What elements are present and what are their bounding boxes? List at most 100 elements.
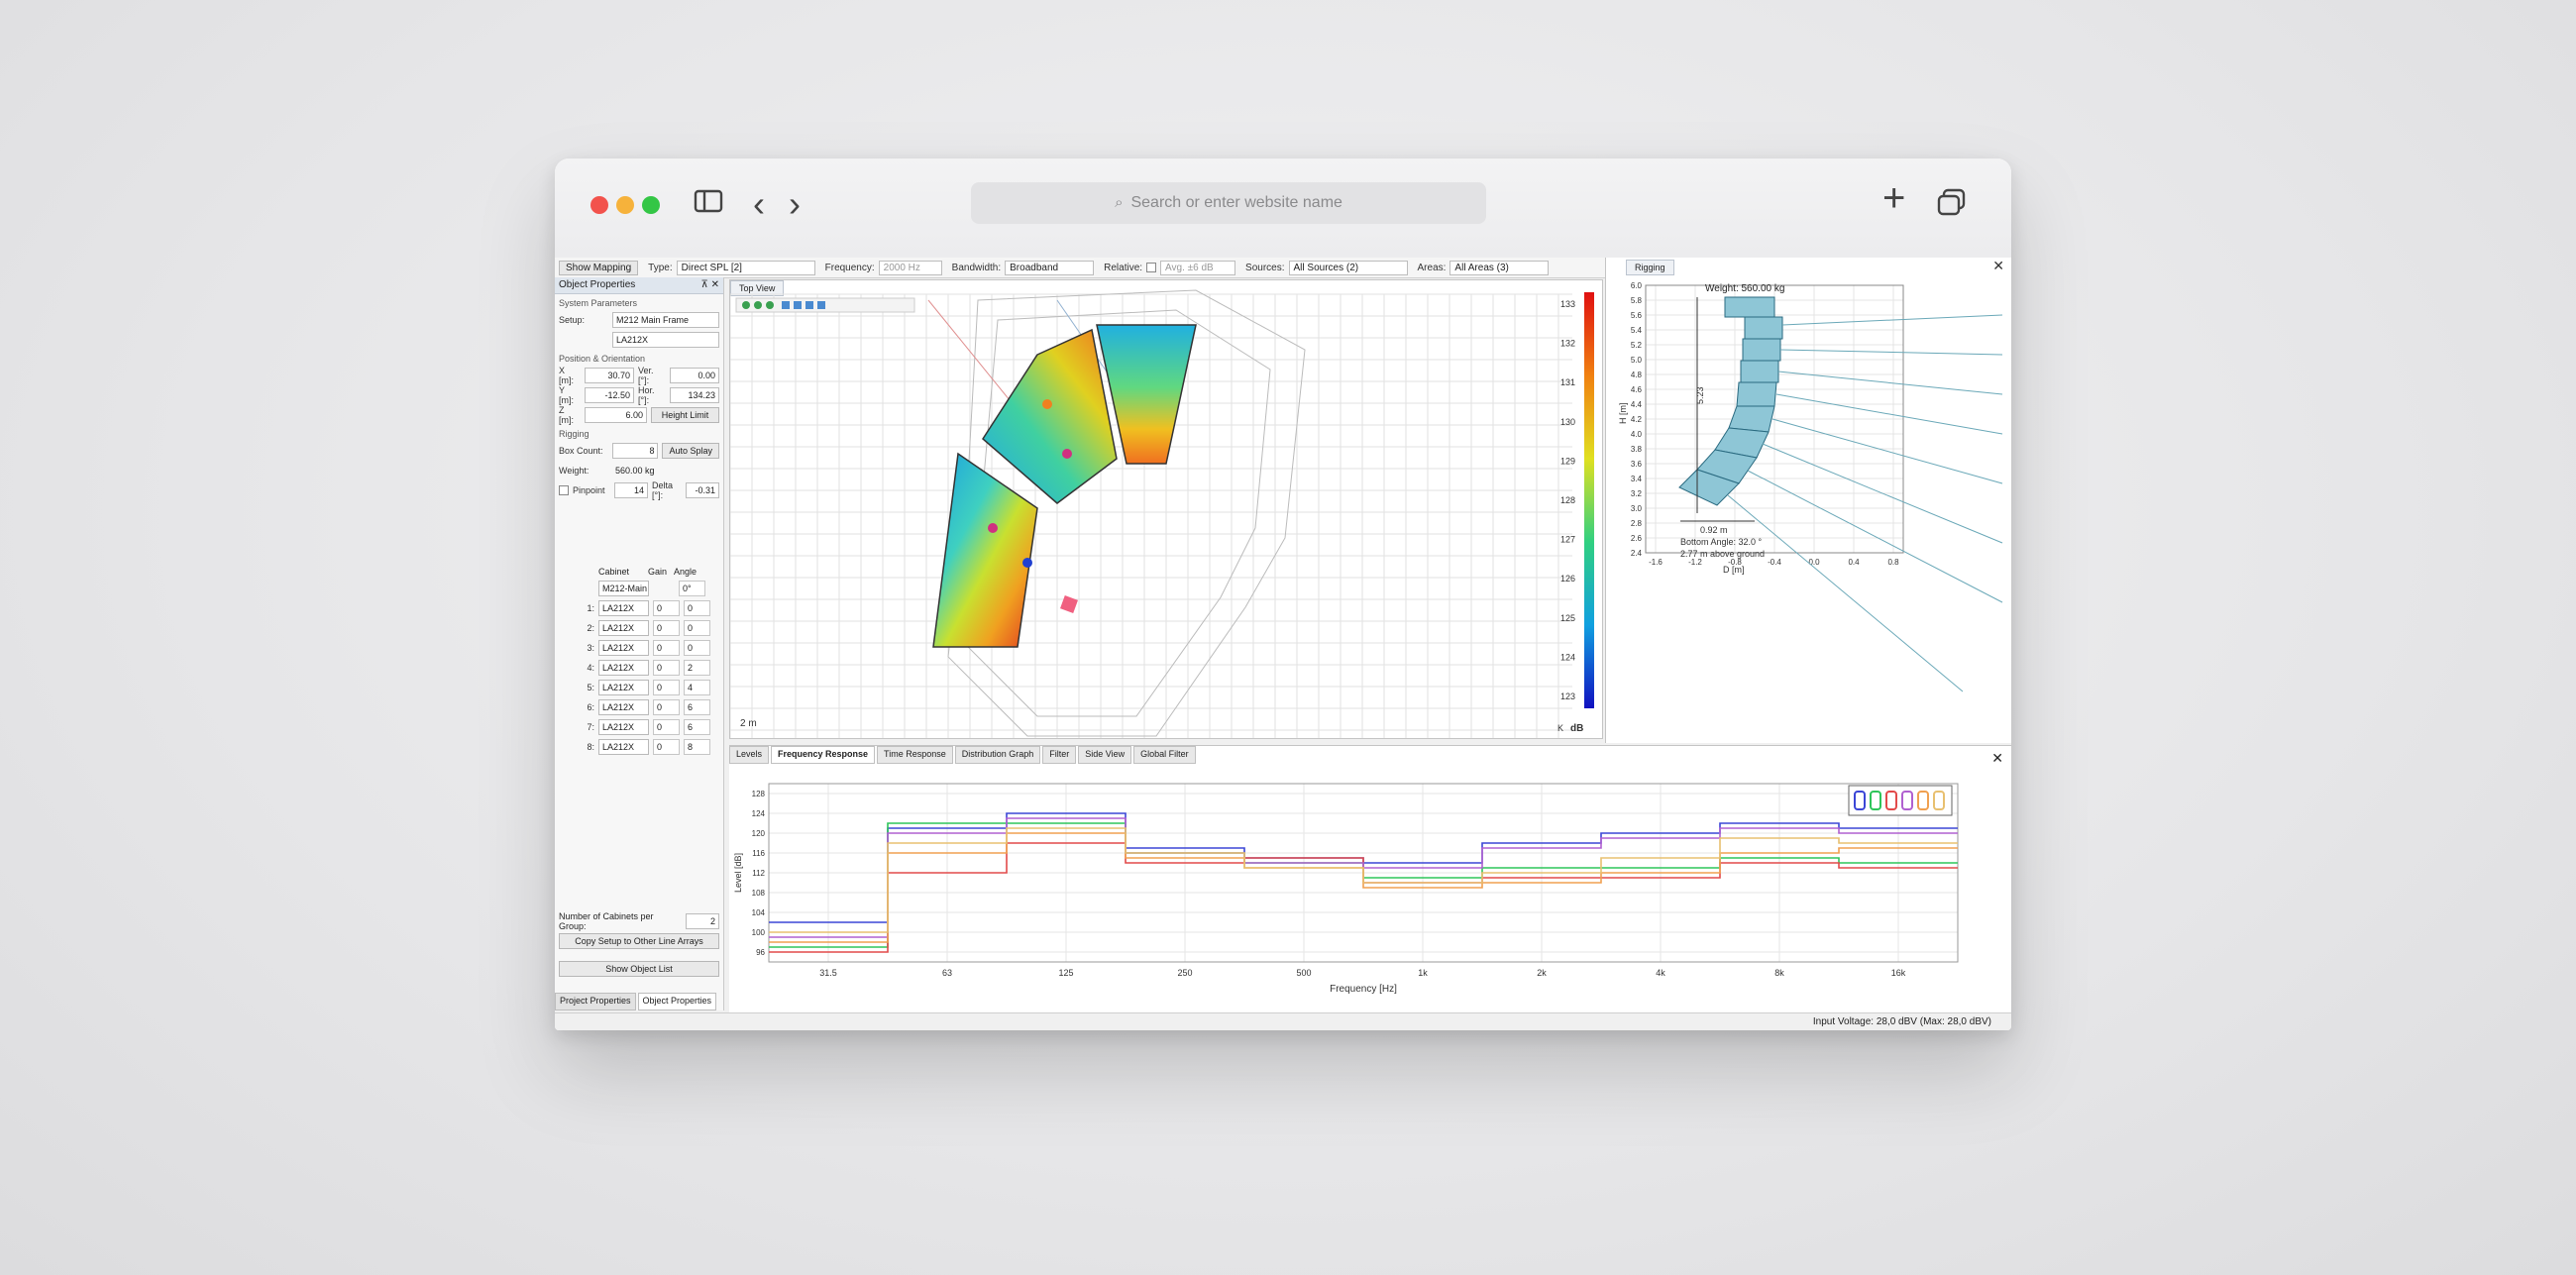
rig-x-tick: -1.2 — [1688, 558, 1702, 567]
z-field[interactable]: 6.00 — [585, 407, 647, 423]
cabinet-select[interactable]: LA212X — [598, 660, 649, 676]
forward-button[interactable]: › — [789, 183, 801, 224]
cabinet-gain[interactable]: 0 — [653, 600, 680, 616]
pin-close-icon[interactable]: ⊼ ✕ — [700, 279, 719, 290]
cabinet-angle[interactable]: 6 — [684, 719, 710, 735]
sources-select[interactable]: All Sources (2) — [1288, 260, 1408, 275]
cabinet-gain[interactable]: 0 — [653, 739, 680, 755]
cabinet-select[interactable]: LA212X — [598, 699, 649, 715]
source-marker-4[interactable] — [1022, 558, 1032, 568]
ver-field[interactable]: 0.00 — [670, 368, 719, 383]
cabinet-angle[interactable]: 2 — [684, 660, 710, 676]
areas-select[interactable]: All Areas (3) — [1449, 260, 1550, 275]
box-count-select[interactable]: 8 — [612, 443, 659, 459]
rig-y-tick: 4.0 — [1631, 430, 1643, 439]
maximize-window-button[interactable] — [642, 196, 660, 214]
rig-y-tick: 3.2 — [1631, 489, 1643, 498]
relative-select[interactable]: Avg. ±6 dB — [1160, 260, 1236, 275]
bandwidth-select[interactable]: Broadband — [1005, 260, 1095, 275]
cabinet-angle[interactable]: 4 — [684, 680, 710, 695]
legend-swatch[interactable] — [1933, 791, 1945, 810]
cabinet-gain[interactable]: 0 — [653, 640, 680, 656]
num-cabinets-select[interactable]: 2 — [686, 913, 719, 929]
cabinet-gain[interactable]: 0 — [653, 680, 680, 695]
close-icon[interactable]: ✕ — [1992, 258, 2004, 273]
cabinet-angle[interactable]: 0 — [684, 600, 710, 616]
legend-swatch[interactable] — [1917, 791, 1929, 810]
cabinet-gain[interactable]: 0 — [653, 620, 680, 636]
legend-swatch[interactable] — [1870, 791, 1881, 810]
tab-rigging[interactable]: Rigging — [1626, 260, 1674, 275]
tab-overview-icon[interactable] — [1936, 188, 1968, 223]
tab-frequency-response[interactable]: Frequency Response — [771, 746, 876, 764]
top-view-canvas[interactable]: 2 m K 133132131130129128127126125124123 … — [730, 280, 1602, 738]
frame-angle-field[interactable]: 0° — [679, 581, 705, 596]
sidebar-toggle-icon[interactable] — [694, 188, 723, 221]
frame-name-field[interactable]: M212-Main — [598, 581, 649, 596]
type-select[interactable]: Direct SPL [2] — [676, 260, 815, 275]
close-window-button[interactable] — [590, 196, 608, 214]
pinpoint-select[interactable]: 14 — [614, 482, 648, 498]
rig-y-tick: 4.2 — [1631, 415, 1643, 424]
cabinet-angle[interactable]: 8 — [684, 739, 710, 755]
cabinet-gain[interactable]: 0 — [653, 699, 680, 715]
legend-swatch[interactable] — [1901, 791, 1913, 810]
colorbar-tick: 128 — [1560, 495, 1575, 505]
tab-filter[interactable]: Filter — [1042, 746, 1077, 764]
delta-field[interactable]: -0.31 — [686, 482, 719, 498]
pinpoint-checkbox[interactable] — [559, 485, 569, 495]
cabinet-select[interactable]: LA212X — [598, 620, 649, 636]
tab-object-properties[interactable]: Object Properties — [637, 993, 717, 1010]
cabinet-angle[interactable]: 0 — [684, 640, 710, 656]
y-field[interactable]: -12.50 — [585, 387, 634, 403]
cabinet-select[interactable]: LA212X — [598, 739, 649, 755]
source-marker-1[interactable] — [988, 523, 998, 533]
cabinet-select[interactable]: LA212X — [598, 600, 649, 616]
tab-time-response[interactable]: Time Response — [877, 746, 953, 764]
show-object-list-button[interactable]: Show Object List — [559, 961, 719, 977]
setup-select[interactable]: M212 Main Frame — [612, 312, 719, 328]
tab-global-filter[interactable]: Global Filter — [1133, 746, 1196, 764]
cabinet-select[interactable]: LA212X — [598, 640, 649, 656]
source-marker-2[interactable] — [1042, 399, 1052, 409]
copy-setup-button[interactable]: Copy Setup to Other Line Arrays — [559, 933, 719, 949]
cabinet-select[interactable]: LA212X — [598, 680, 649, 695]
frequency-select[interactable]: 2000 Hz — [878, 260, 942, 275]
x-field[interactable]: 30.70 — [585, 368, 634, 383]
cabinet-angle[interactable]: 0 — [684, 620, 710, 636]
tab-project-properties[interactable]: Project Properties — [555, 993, 636, 1010]
height-limit-button[interactable]: Height Limit — [651, 407, 719, 423]
new-tab-button[interactable]: + — [1882, 176, 1906, 220]
sub-marker[interactable] — [1060, 595, 1078, 613]
tab-side-view[interactable]: Side View — [1078, 746, 1132, 764]
colorbar-tick: 132 — [1560, 339, 1575, 349]
freq-y-tick: 116 — [752, 849, 765, 858]
top-view-panel: Top View — [729, 279, 1603, 739]
address-bar[interactable]: ⌕ Search or enter website name — [971, 182, 1486, 224]
tab-top-view[interactable]: Top View — [730, 280, 785, 296]
auto-splay-button[interactable]: Auto Splay — [662, 443, 719, 459]
cabinet-angle[interactable]: 6 — [684, 699, 710, 715]
close-icon[interactable]: ✕ — [1991, 750, 2003, 766]
relative-checkbox[interactable] — [1146, 263, 1157, 272]
rig-y-label: H [m] — [1618, 403, 1628, 425]
search-icon: ⌕ — [1115, 194, 1124, 211]
source-marker-3[interactable] — [1062, 449, 1072, 459]
legend-swatch[interactable] — [1885, 791, 1897, 810]
tab-distribution-graph[interactable]: Distribution Graph — [954, 746, 1041, 764]
minimize-window-button[interactable] — [616, 196, 634, 214]
cabinet-index: 5: — [587, 683, 594, 692]
dispersion-lines — [1727, 314, 2003, 692]
cabinet-table: Cabinet Gain Angle M212-Main 0° 1: LA212X 0 0 2… — [585, 565, 713, 757]
colorbar-ticks: 133 132 131 130 129 128 127 126 125 124 123 — [1560, 299, 1575, 701]
cabinet-gain[interactable]: 0 — [653, 719, 680, 735]
cabinet-select[interactable]: LA212X — [598, 719, 649, 735]
view-tools-icon[interactable] — [735, 297, 915, 313]
cabinet-gain[interactable]: 0 — [653, 660, 680, 676]
legend-swatch[interactable] — [1854, 791, 1866, 810]
tab-levels[interactable]: Levels — [729, 746, 770, 764]
model-field[interactable]: LA212X — [612, 332, 719, 348]
back-button[interactable]: ‹ — [753, 183, 765, 224]
hor-field[interactable]: 134.23 — [670, 387, 719, 403]
show-mapping-button[interactable]: Show Mapping — [559, 260, 639, 275]
